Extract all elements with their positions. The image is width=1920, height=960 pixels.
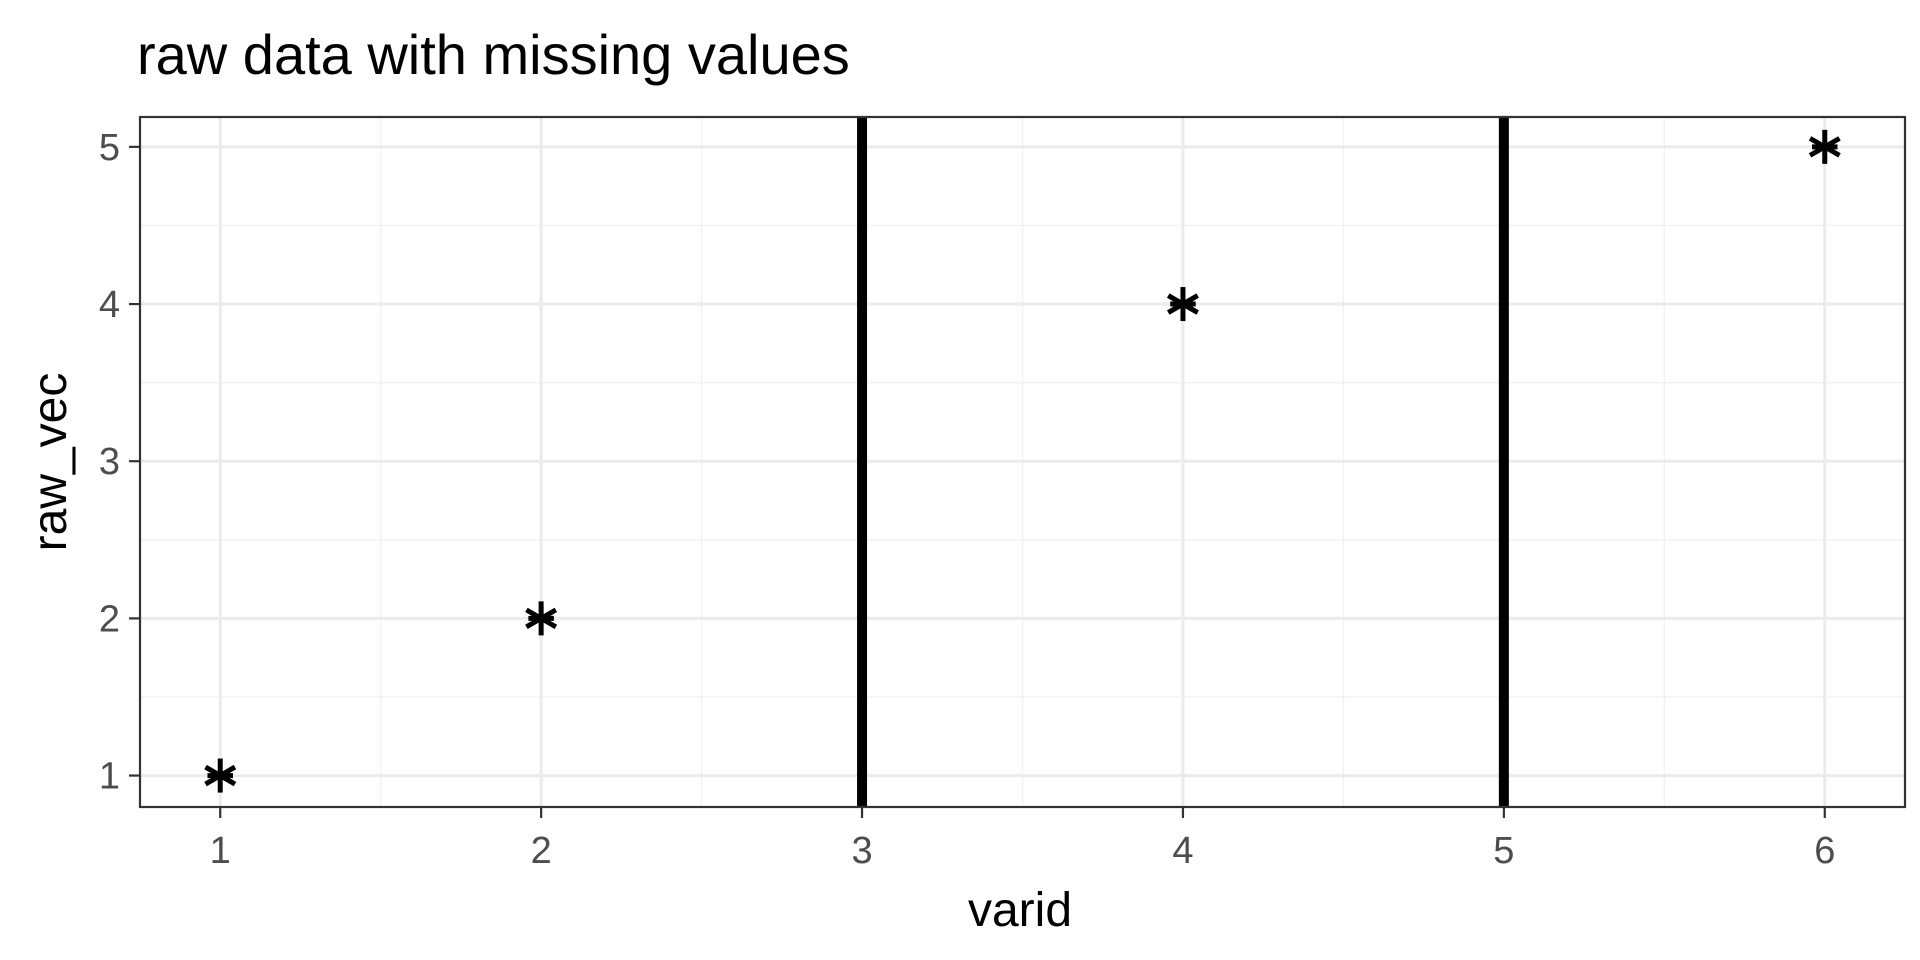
grid-major [140,117,1905,807]
y-tick-label: 1 [99,756,120,798]
data-point [204,758,237,793]
y-tick-label: 2 [99,598,120,640]
x-tick-label: 6 [1814,830,1835,872]
y-axis: 1 2 3 4 5 [99,127,140,798]
data-points [204,129,1841,793]
x-tick-label: 5 [1493,830,1514,872]
data-point [525,601,558,636]
x-tick-label: 1 [210,830,231,872]
plot-panel [138,115,1907,809]
data-point [1166,287,1199,322]
x-tick-label: 2 [531,830,552,872]
chart-title: raw data with missing values [137,23,850,86]
x-axis-label: varid [968,884,1072,937]
x-axis: 1 2 3 4 5 6 [210,807,1835,872]
y-tick-label: 4 [99,284,120,326]
x-tick-label: 4 [1172,830,1193,872]
y-tick-label: 5 [99,127,120,169]
vertical-reference-lines [857,117,1509,807]
y-axis-label: raw_vec [24,373,77,552]
data-point [1808,129,1841,164]
y-tick-label: 3 [99,441,120,483]
x-tick-label: 3 [851,830,872,872]
